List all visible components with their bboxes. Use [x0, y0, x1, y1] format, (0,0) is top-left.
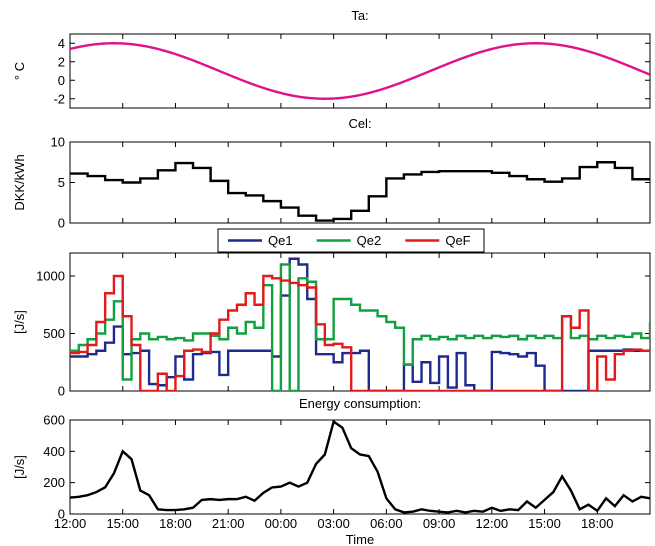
- x-tick-label: 09:00: [423, 516, 456, 531]
- y-tick-label: 2: [58, 54, 65, 69]
- x-axis-label: Time: [346, 532, 374, 546]
- y-axis-label: ° C: [12, 62, 27, 80]
- legend: Qe1 Qe2 QeF: [217, 228, 485, 253]
- y-tick-label: 0: [58, 384, 65, 399]
- y-tick-label: 0: [58, 216, 65, 231]
- series-line-qe2: [70, 263, 650, 391]
- panel-3: [J/s] 0 500 1000 Qe1 Qe2 QeF: [12, 228, 651, 399]
- panel-title: Cel:: [348, 116, 371, 131]
- panel-1: Ta: ° C -2 0 2 4: [12, 8, 651, 109]
- y-axis-label: [J/s]: [12, 310, 27, 334]
- y-tick-label: 10: [51, 135, 65, 150]
- series-line: [70, 42, 650, 100]
- panel-2: Cel: DKK/kWh 0 5 10: [12, 116, 651, 231]
- y-tick-label: 600: [43, 413, 65, 428]
- x-tick-label: 15:00: [106, 516, 139, 531]
- panel-title: Ta:: [351, 8, 368, 23]
- series-line: [70, 161, 650, 222]
- axes-box: [69, 419, 651, 515]
- series-group: [70, 257, 650, 391]
- y-tick-label: 5: [58, 175, 65, 190]
- x-tick-label: 15:00: [528, 516, 561, 531]
- y-tick-label: 400: [43, 444, 65, 459]
- series-line-qef: [70, 274, 650, 391]
- legend-box: [217, 228, 485, 253]
- x-tick-label: 21:00: [212, 516, 245, 531]
- x-tick-label: 03:00: [317, 516, 350, 531]
- y-tick-label: 1000: [36, 269, 65, 284]
- y-tick-label: 0: [58, 73, 65, 88]
- x-tick-label: 06:00: [370, 516, 403, 531]
- y-tick-label: 0: [58, 507, 65, 522]
- x-tick-label: 00:00: [265, 516, 298, 531]
- y-axis-label: [J/s]: [12, 455, 27, 479]
- y-tick-label: 200: [43, 475, 65, 490]
- series-line: [70, 420, 650, 514]
- panels: Ta: ° C -2 0 2 4 Cel: DKK/kWh 0 5 10 [J/s] 0 500 1000 Q…: [12, 8, 651, 546]
- x-tick-label: 18:00: [581, 516, 614, 531]
- series-group: [70, 161, 650, 222]
- y-axis-label: DKK/kWh: [12, 154, 27, 210]
- x-tick-label: 18:00: [159, 516, 192, 531]
- y-tick-label: 4: [58, 36, 65, 51]
- legend-label: Qe1: [268, 233, 293, 248]
- legend-label: QeF: [445, 233, 470, 248]
- x-tick-label: 12:00: [54, 516, 87, 531]
- y-tick-label: 500: [43, 326, 65, 341]
- series-group: [70, 42, 650, 100]
- panel-4: Energy consumption: [J/s] 0 200 400 600 12:00 1…: [12, 396, 651, 546]
- legend-label: Qe2: [357, 233, 382, 248]
- y-tick-label: -2: [53, 91, 65, 106]
- series-group: [70, 420, 650, 514]
- x-tick-label: 12:00: [476, 516, 509, 531]
- axes-box: [69, 33, 651, 109]
- panel-title: Energy consumption:: [299, 396, 421, 411]
